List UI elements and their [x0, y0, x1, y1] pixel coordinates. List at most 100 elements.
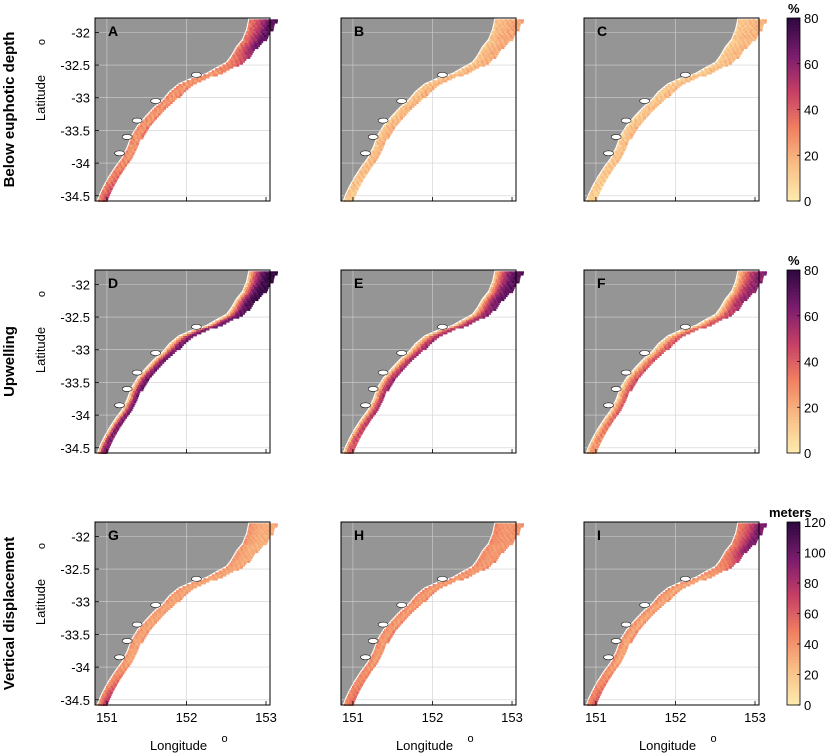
- data-cell: [260, 275, 263, 278]
- data-cell: [620, 137, 623, 140]
- data-cell: [667, 84, 671, 87]
- data-cell: [743, 296, 747, 300]
- data-cell: [251, 273, 254, 276]
- data-cell: [233, 304, 236, 307]
- data-cell: [105, 695, 109, 699]
- data-cell: [755, 533, 758, 536]
- data-cell: [101, 191, 104, 195]
- data-cell: [725, 316, 729, 319]
- data-cell: [222, 316, 225, 319]
- y-tick-label: -32.5: [60, 58, 90, 73]
- data-cell: [247, 537, 251, 540]
- data-cell: [167, 605, 171, 608]
- data-cell: [199, 328, 203, 331]
- data-cell: [658, 91, 661, 95]
- colorbar-segment: [787, 24, 800, 28]
- data-cell: [380, 131, 384, 134]
- data-cell: [497, 19, 501, 22]
- data-cell: [498, 38, 502, 42]
- data-cell: [259, 38, 263, 42]
- data-cell: [259, 285, 263, 288]
- data-cell: [258, 523, 262, 526]
- data-cell: [655, 97, 659, 100]
- data-cell: [617, 396, 620, 400]
- data-cell: [363, 678, 367, 681]
- data-cell: [474, 66, 477, 69]
- data-cell: [248, 298, 252, 302]
- colorbar-segment: [787, 197, 800, 202]
- data-cell: [355, 428, 358, 431]
- data-cell: [738, 294, 741, 298]
- data-cell: [238, 548, 241, 552]
- data-cell: [378, 644, 381, 648]
- data-cell: [725, 50, 729, 53]
- data-cell: [501, 289, 505, 292]
- data-cell: [234, 316, 237, 319]
- data-cell: [641, 363, 645, 366]
- data-cell: [247, 560, 251, 563]
- data-cell: [382, 379, 386, 382]
- data-cell: [236, 568, 240, 571]
- data-cell: [493, 285, 497, 288]
- colorbar-segment: [787, 42, 800, 46]
- data-cell: [725, 554, 729, 557]
- data-cell: [744, 23, 748, 26]
- data-cell: [623, 398, 627, 402]
- data-cell: [165, 605, 168, 608]
- data-cell: [376, 658, 380, 661]
- data-cell: [500, 33, 504, 36]
- data-cell: [521, 523, 524, 526]
- data-cell: [376, 396, 380, 400]
- data-cell: [253, 273, 257, 276]
- data-cell: [680, 82, 684, 85]
- data-cell: [436, 84, 440, 87]
- data-cell: [716, 320, 719, 323]
- data-cell: [424, 599, 427, 603]
- data-cell: [222, 320, 225, 323]
- data-cell: [504, 281, 508, 284]
- data-cell: [506, 525, 510, 528]
- data-cell: [676, 82, 679, 85]
- data-cell: [740, 19, 744, 22]
- data-cell: [145, 381, 148, 384]
- colorbar-segment: [787, 382, 800, 387]
- colorbar-segment: [787, 179, 800, 184]
- data-cell: [509, 281, 513, 284]
- data-cell: [224, 320, 228, 323]
- data-cell: [497, 42, 501, 46]
- data-cell: [185, 336, 189, 339]
- data-cell: [223, 70, 227, 73]
- data-cell: [360, 180, 363, 183]
- data-cell: [685, 330, 688, 333]
- data-cell: [719, 308, 723, 311]
- data-cell: [754, 21, 757, 24]
- data-cell: [118, 414, 122, 417]
- data-cell: [755, 281, 758, 284]
- data-cell: [420, 345, 424, 349]
- data-cell: [347, 699, 351, 703]
- data-cell: [359, 430, 362, 433]
- data-cell: [235, 62, 239, 65]
- data-cell: [134, 398, 138, 402]
- data-cell: [402, 107, 405, 110]
- panel-frame: [583, 17, 760, 202]
- data-cell: [245, 560, 248, 563]
- data-cell: [388, 129, 392, 132]
- data-cell: [485, 46, 488, 50]
- data-cell: [592, 186, 596, 189]
- data-cell: [266, 279, 270, 282]
- data-cell: [747, 31, 750, 34]
- data-cell: [107, 436, 110, 439]
- data-cell: [222, 572, 225, 575]
- data-cell: [737, 46, 741, 50]
- data-cell: [491, 52, 494, 55]
- data-cell: [703, 322, 706, 325]
- data-cell: [352, 186, 355, 189]
- data-cell: [389, 625, 393, 628]
- data-cell: [600, 180, 604, 183]
- data-cell: [494, 40, 498, 44]
- data-cell: [660, 89, 664, 93]
- data-cell: [154, 361, 158, 364]
- data-cell: [412, 349, 416, 352]
- data-cell: [134, 383, 138, 386]
